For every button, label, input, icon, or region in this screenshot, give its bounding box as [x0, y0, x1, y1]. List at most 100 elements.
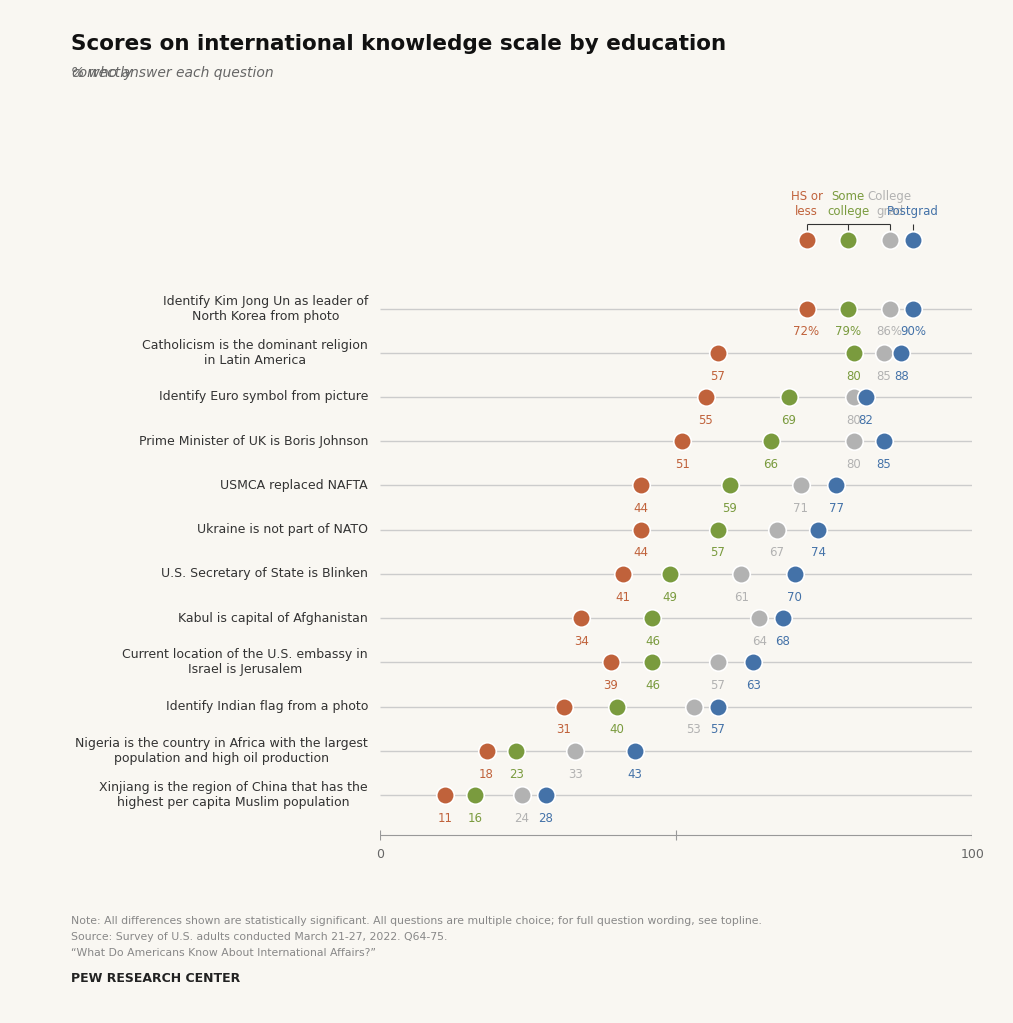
- Text: 74: 74: [810, 546, 826, 560]
- Text: “What Do Americans Know About International Affairs?”: “What Do Americans Know About Internatio…: [71, 948, 376, 959]
- Text: Kabul is capital of Afghanistan: Kabul is capital of Afghanistan: [178, 612, 368, 625]
- Text: 68: 68: [775, 635, 790, 648]
- Point: [781, 389, 797, 405]
- Text: 86%: 86%: [876, 325, 903, 339]
- Point: [751, 610, 767, 626]
- Point: [828, 478, 844, 494]
- Point: [709, 345, 725, 361]
- Text: 67: 67: [770, 546, 784, 560]
- Point: [906, 232, 922, 249]
- Text: 55: 55: [698, 413, 713, 427]
- Text: Scores on international knowledge scale by education: Scores on international knowledge scale …: [71, 34, 726, 54]
- Text: Prime Minister of UK is Boris Johnson: Prime Minister of UK is Boris Johnson: [139, 435, 368, 448]
- Text: 80: 80: [847, 458, 861, 471]
- Point: [686, 699, 702, 715]
- Point: [632, 522, 648, 538]
- Text: 57: 57: [710, 723, 725, 737]
- Text: 77: 77: [829, 502, 844, 516]
- Point: [644, 654, 660, 670]
- Point: [709, 654, 725, 670]
- Text: 70: 70: [787, 590, 802, 604]
- Point: [906, 301, 922, 317]
- Text: 44: 44: [633, 546, 648, 560]
- Text: 57: 57: [710, 546, 725, 560]
- Point: [858, 389, 874, 405]
- Point: [875, 345, 891, 361]
- Point: [875, 433, 891, 449]
- Text: 18: 18: [479, 767, 494, 781]
- Point: [846, 345, 862, 361]
- Text: 82: 82: [858, 413, 873, 427]
- Text: Identify Kim Jong Un as leader of
North Korea from photo: Identify Kim Jong Un as leader of North …: [163, 295, 368, 322]
- Point: [846, 433, 862, 449]
- Text: 71: 71: [793, 502, 808, 516]
- Text: 24: 24: [515, 812, 530, 825]
- Point: [709, 699, 725, 715]
- Text: Postgrad: Postgrad: [887, 205, 939, 218]
- Text: Identify Euro symbol from picture: Identify Euro symbol from picture: [159, 391, 368, 403]
- Point: [733, 566, 750, 582]
- Text: Identify Indian flag from a photo: Identify Indian flag from a photo: [166, 700, 368, 713]
- Point: [775, 610, 791, 626]
- Point: [603, 654, 619, 670]
- Point: [663, 566, 679, 582]
- Text: 34: 34: [574, 635, 589, 648]
- Text: 53: 53: [687, 723, 701, 737]
- Text: 88: 88: [894, 369, 909, 383]
- Text: 85: 85: [876, 458, 891, 471]
- Point: [567, 743, 583, 759]
- Point: [721, 478, 737, 494]
- Text: 64: 64: [752, 635, 767, 648]
- Text: USMCA replaced NAFTA: USMCA replaced NAFTA: [221, 479, 368, 492]
- Text: 23: 23: [509, 767, 524, 781]
- Text: Ukraine is not part of NATO: Ukraine is not part of NATO: [197, 523, 368, 536]
- Text: 90%: 90%: [901, 325, 926, 339]
- Text: 11: 11: [438, 812, 453, 825]
- Text: 16: 16: [467, 812, 482, 825]
- Point: [538, 787, 554, 803]
- Text: 80: 80: [847, 413, 861, 427]
- Text: Nigeria is the country in Africa with the largest
population and high oil produc: Nigeria is the country in Africa with th…: [75, 737, 368, 765]
- Text: 63: 63: [746, 679, 761, 693]
- Point: [840, 301, 856, 317]
- Text: 61: 61: [733, 590, 749, 604]
- Point: [437, 787, 453, 803]
- Text: 44: 44: [633, 502, 648, 516]
- Text: 59: 59: [722, 502, 736, 516]
- Text: Catholicism is the dominant religion
in Latin America: Catholicism is the dominant religion in …: [142, 339, 368, 367]
- Text: 28: 28: [538, 812, 553, 825]
- Text: 69: 69: [781, 413, 796, 427]
- Point: [555, 699, 571, 715]
- Text: 80: 80: [847, 369, 861, 383]
- Point: [698, 389, 714, 405]
- Text: Note: All differences shown are statistically significant. All questions are mul: Note: All differences shown are statisti…: [71, 916, 762, 926]
- Point: [840, 232, 856, 249]
- Text: Source: Survey of U.S. adults conducted March 21-27, 2022. Q64-75.: Source: Survey of U.S. adults conducted …: [71, 932, 448, 942]
- Text: 51: 51: [675, 458, 690, 471]
- Text: 57: 57: [710, 369, 725, 383]
- Point: [763, 433, 779, 449]
- Point: [615, 566, 631, 582]
- Point: [514, 787, 530, 803]
- Point: [509, 743, 525, 759]
- Point: [627, 743, 643, 759]
- Point: [810, 522, 827, 538]
- Point: [846, 389, 862, 405]
- Point: [709, 522, 725, 538]
- Point: [786, 566, 802, 582]
- Point: [881, 232, 898, 249]
- Text: 41: 41: [615, 590, 630, 604]
- Point: [609, 699, 625, 715]
- Text: 46: 46: [645, 679, 660, 693]
- Text: 40: 40: [610, 723, 624, 737]
- Text: HS or
less: HS or less: [790, 190, 823, 218]
- Point: [632, 478, 648, 494]
- Point: [478, 743, 494, 759]
- Text: 49: 49: [663, 590, 678, 604]
- Text: 31: 31: [556, 723, 571, 737]
- Text: 85: 85: [876, 369, 891, 383]
- Point: [792, 478, 808, 494]
- Point: [467, 787, 483, 803]
- Point: [674, 433, 690, 449]
- Text: 39: 39: [604, 679, 618, 693]
